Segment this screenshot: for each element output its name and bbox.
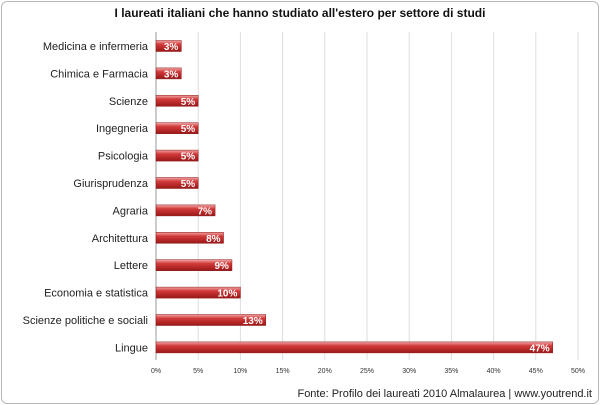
- bars: [155, 40, 553, 354]
- x-tick-label: 30%: [402, 368, 416, 375]
- data-label: 3%: [164, 69, 179, 80]
- bar: [155, 95, 199, 107]
- grid-lines: [155, 32, 579, 360]
- category-label: Chimica e Farmacia: [50, 68, 149, 80]
- data-label: 47%: [530, 343, 550, 354]
- bar: [155, 40, 182, 52]
- category-label: Economia e statistica: [44, 288, 149, 300]
- category-label: Medicina e infermeria: [43, 41, 149, 53]
- bar: [155, 67, 182, 80]
- bar: [155, 149, 199, 162]
- x-tick-label: 15%: [276, 368, 290, 375]
- data-label: 10%: [217, 289, 237, 300]
- category-label: Lettere: [114, 260, 148, 272]
- category-label: Psicologia: [98, 151, 149, 163]
- category-label: Scienze politiche e sociali: [23, 315, 148, 327]
- x-tick-label: 25%: [360, 368, 374, 375]
- bar: [155, 314, 266, 326]
- bar: [155, 341, 553, 354]
- category-label: Ingegneria: [96, 123, 149, 135]
- data-label: 5%: [181, 124, 196, 135]
- bar: [155, 232, 224, 244]
- bar: [155, 204, 216, 217]
- bar: [155, 259, 233, 271]
- x-tick-label: 0%: [151, 368, 161, 375]
- data-label: 3%: [164, 42, 179, 53]
- x-tick-label: 35%: [444, 368, 458, 375]
- category-label: Giurisprudenza: [73, 178, 148, 190]
- data-label: 5%: [181, 152, 196, 163]
- data-label: 5%: [181, 97, 196, 108]
- bar: [155, 177, 199, 189]
- data-label: 5%: [181, 179, 196, 190]
- data-label: 13%: [243, 316, 263, 327]
- x-tick-label: 10%: [233, 368, 247, 375]
- x-tick-label: 40%: [487, 368, 501, 375]
- data-label: 9%: [215, 261, 230, 272]
- x-tick-label: 45%: [529, 368, 543, 375]
- x-tick-label: 50%: [571, 368, 585, 375]
- source-note: Fonte: Profilo dei laureati 2010 Almalau…: [297, 388, 592, 400]
- bar: [155, 122, 199, 134]
- chart-title: I laureati italiani che hanno studiato a…: [114, 6, 486, 20]
- labels: 0% 5% 10% 15% 20% 25% 30% 35% 40% 45% 50% Medicina …: [23, 41, 585, 375]
- x-tick-label: 20%: [318, 368, 332, 375]
- category-label: Scienze: [109, 96, 148, 108]
- category-label: Lingue: [115, 342, 148, 354]
- category-label: Agraria: [113, 205, 149, 217]
- bar: [155, 286, 241, 299]
- data-label: 8%: [206, 234, 221, 245]
- x-tick-label: 5%: [193, 368, 203, 375]
- data-label: 7%: [198, 206, 213, 217]
- category-label: Architettura: [92, 233, 149, 245]
